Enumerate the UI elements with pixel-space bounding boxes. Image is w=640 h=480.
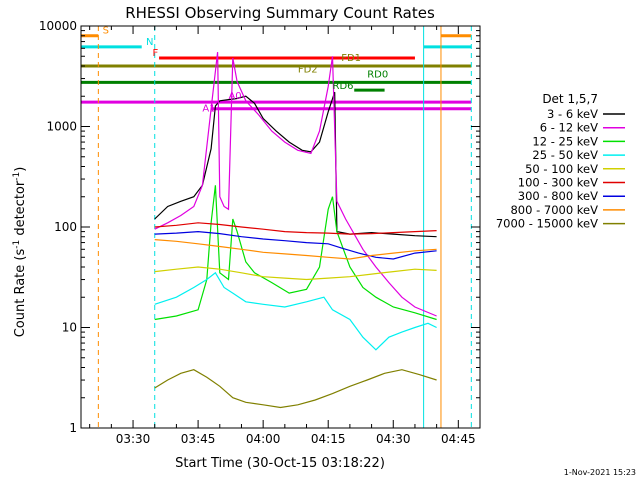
flag-label-rd6: RD6: [333, 81, 354, 92]
x-tick-2: 04:00: [246, 26, 281, 446]
y-axis-label-mid: detector: [13, 180, 28, 240]
y-tick-2: 100: [54, 220, 480, 234]
chart-title: RHESSI Observing Summary Count Rates: [125, 4, 435, 22]
y-tick-label: 10000: [39, 19, 77, 33]
series-line-8: [154, 369, 437, 409]
y-tick-label: 10: [62, 321, 77, 335]
series-line-7: [154, 239, 437, 260]
legend-item-5: 100 - 300 keV: [518, 176, 625, 190]
y-axis-label: Count Rate (s-1 detector-1): [12, 167, 28, 338]
x-tick-label: 04:45: [441, 432, 476, 446]
series-line-3: [154, 271, 437, 351]
x-tick-4: 04:30: [376, 26, 411, 446]
y-tick-3: 1000: [46, 120, 480, 134]
flag-label-s: S: [103, 26, 109, 37]
y-axis-label-sup2: -1: [12, 172, 22, 181]
y-tick-label: 1: [69, 421, 77, 435]
x-tick-label: 03:45: [181, 432, 216, 446]
legend-label: 12 - 25 keV: [532, 134, 598, 148]
flag-label-fd1: FD1: [341, 53, 361, 64]
legend-item-4: 50 - 100 keV: [525, 162, 625, 176]
y-tick-1: 10: [62, 321, 480, 335]
legend-item-1: 6 - 12 keV: [540, 121, 625, 135]
x-tick-0: 03:30: [116, 26, 151, 446]
x-axis-ticks: 03:30 03:45 04:00 04:15 04:30 04:45: [89, 26, 481, 446]
y-axis-label-main: Count Rate (s: [13, 249, 28, 338]
x-tick-label: 04:15: [311, 432, 346, 446]
y-tick-0: 1: [69, 421, 480, 435]
series-line-6: [154, 230, 437, 260]
y-axis-label-end: ): [13, 167, 28, 172]
series-line-2: [154, 185, 437, 321]
legend-label: 800 - 7000 keV: [510, 203, 598, 217]
flag-label-n: N: [146, 37, 153, 48]
flag-label-rd0: RD0: [367, 69, 388, 80]
y-tick-4: 10000: [39, 19, 480, 33]
legend-item-6: 300 - 800 keV: [518, 189, 625, 203]
legend-item-2: 12 - 25 keV: [532, 134, 625, 148]
x-axis-label: Start Time (30-Oct-15 03:18:22): [175, 456, 385, 471]
legend-label: 300 - 800 keV: [518, 189, 598, 203]
legend-item-8: 7000 - 15000 keV: [496, 217, 625, 231]
x-tick-5: 04:45: [441, 26, 476, 446]
series-lines: [154, 52, 437, 409]
y-tick-label: 100: [54, 220, 77, 234]
legend-label: 6 - 12 keV: [540, 121, 598, 135]
vertical-markers: [97, 26, 472, 428]
x-tick-label: 04:30: [376, 432, 411, 446]
legend-label: 3 - 6 keV: [547, 107, 598, 121]
flag-label-fd2: FD2: [298, 64, 318, 75]
flag-label-a0: A0: [228, 91, 241, 102]
y-axis-ticks: 1 10 100 1000 10000: [39, 19, 480, 435]
plot-frame: [80, 25, 481, 429]
legend-item-3: 25 - 50 keV: [532, 148, 625, 162]
series-line-4: [154, 266, 437, 281]
x-tick-label: 04:00: [246, 432, 281, 446]
y-axis-label-sup1: -1: [12, 240, 22, 249]
legend-label: 100 - 300 keV: [518, 176, 598, 190]
footer-timestamp: 1-Nov-2021 15:23: [564, 468, 636, 477]
legend-title: Det 1,5,7: [542, 92, 598, 106]
x-tick-1: 03:45: [181, 26, 216, 446]
legend-label: 7000 - 15000 keV: [496, 217, 598, 231]
legend-label: 50 - 100 keV: [525, 162, 598, 176]
series-line-1: [154, 52, 437, 317]
legend-item-7: 800 - 7000 keV: [510, 203, 625, 217]
flag-label-f: F: [153, 48, 159, 59]
flag-label-a1: A1: [202, 103, 215, 114]
y-tick-label: 1000: [46, 120, 77, 134]
flag-bars: [81, 34, 472, 111]
x-tick-3: 04:15: [311, 26, 346, 446]
x-tick-label: 03:30: [116, 432, 151, 446]
series-line-5: [154, 222, 437, 235]
flag-labels: S NF FD1 FD2 RD0 RD6 A1 A0: [103, 26, 389, 115]
series-line-0: [154, 91, 437, 238]
legend-label: 25 - 50 keV: [532, 148, 598, 162]
legend-item-0: 3 - 6 keV: [547, 107, 625, 121]
